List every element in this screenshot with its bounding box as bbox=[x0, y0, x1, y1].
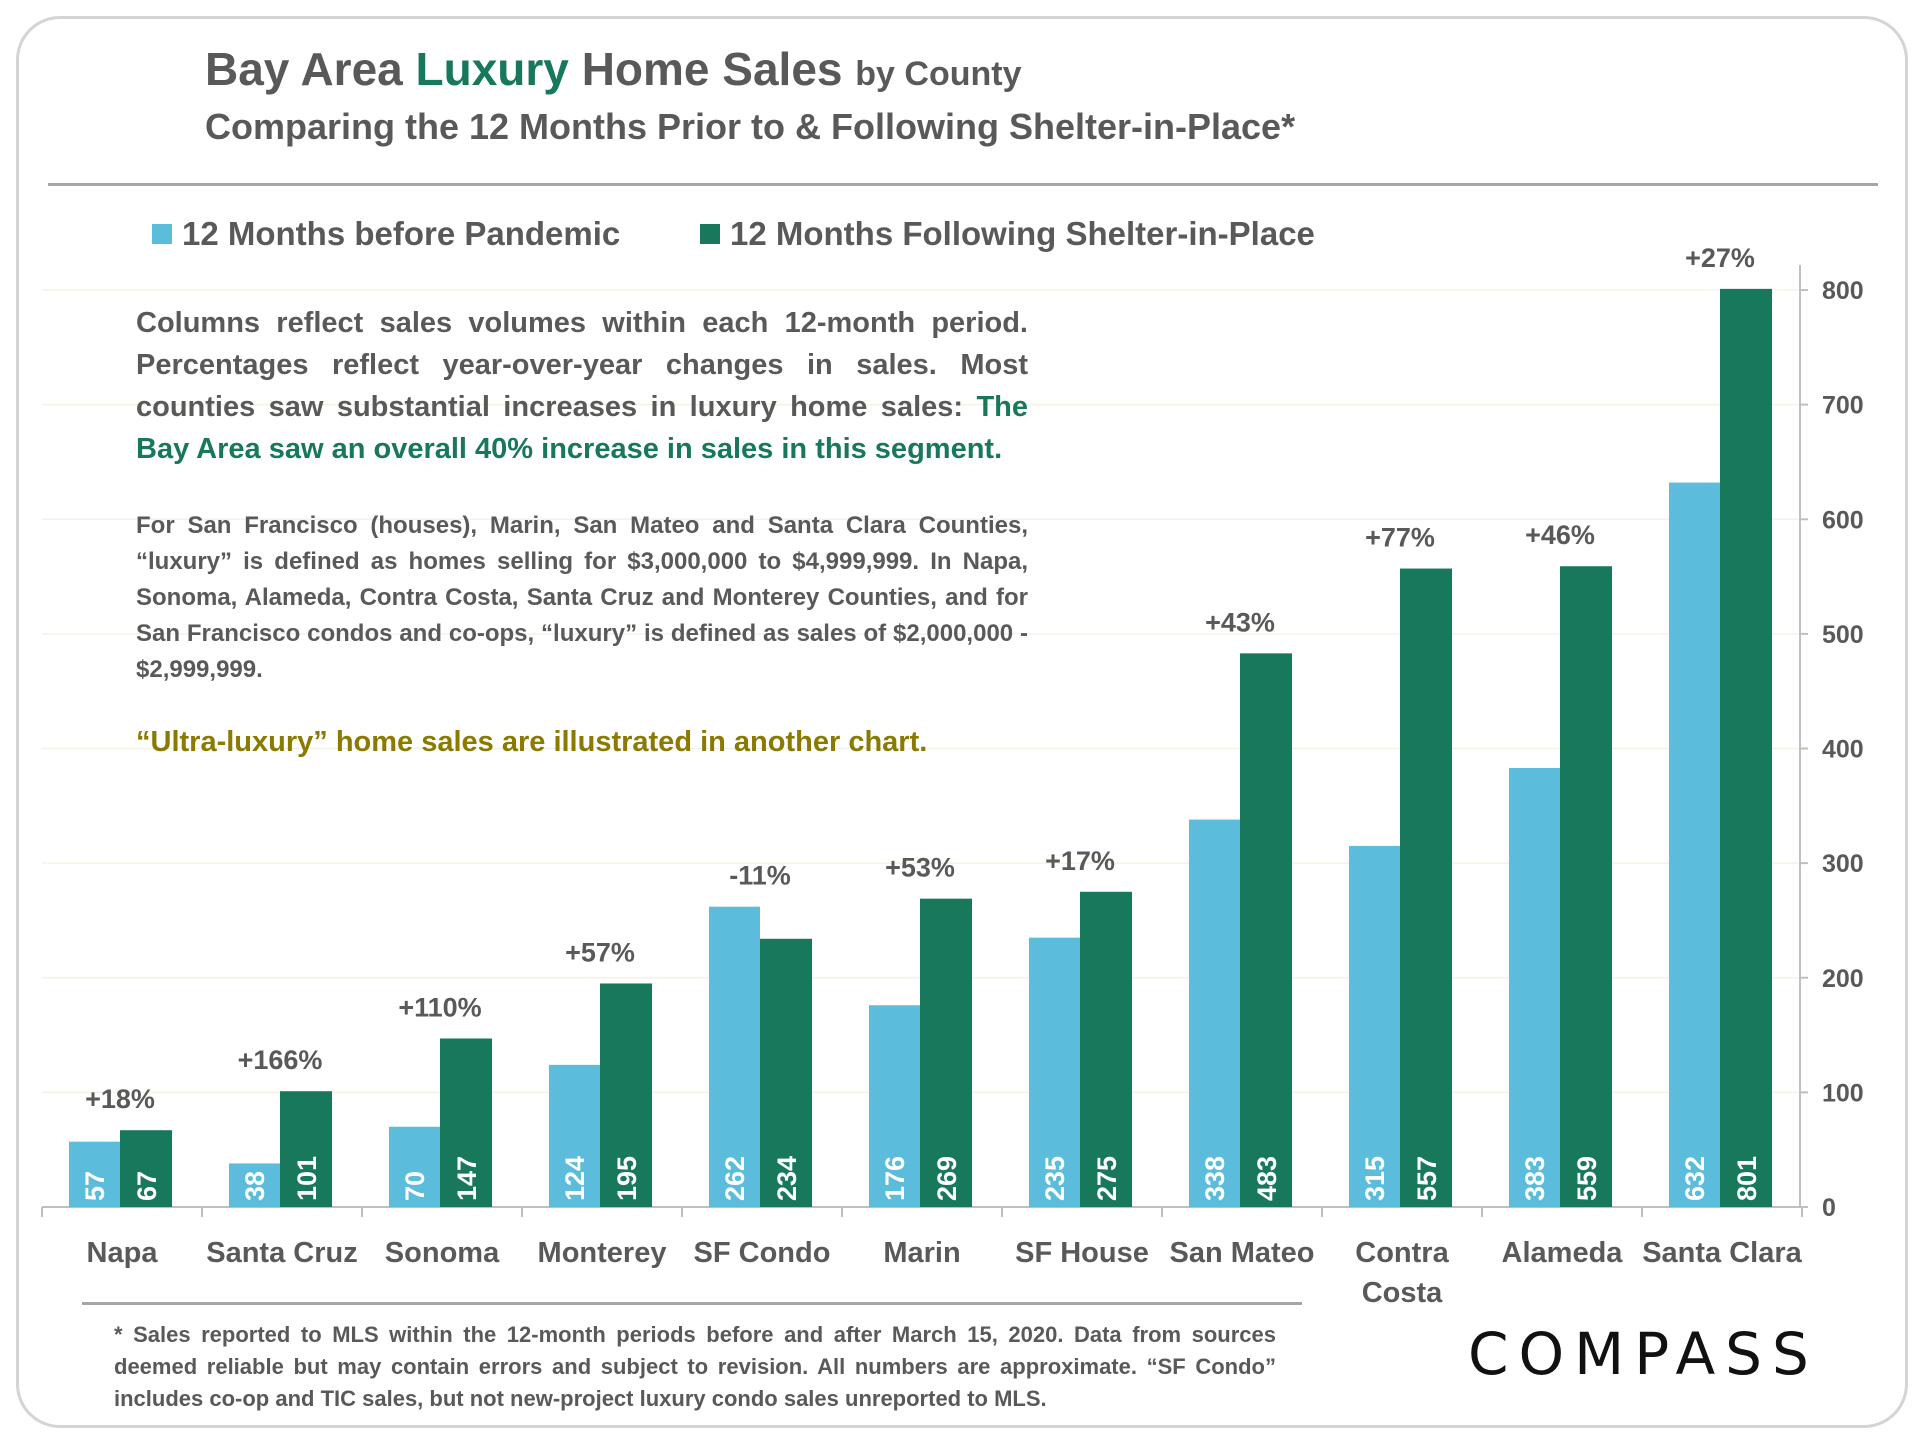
footer-divider bbox=[82, 1302, 1302, 1305]
category-label: Santa Clara bbox=[1642, 1237, 1802, 1269]
category-label: Marin bbox=[883, 1237, 960, 1269]
category-label: Monterey bbox=[538, 1237, 667, 1269]
change-label: +46% bbox=[1525, 520, 1595, 550]
footnote: * Sales reported to MLS within the 12-mo… bbox=[114, 1322, 1276, 1411]
data-label-before: 632 bbox=[1680, 1156, 1710, 1201]
data-label-before: 70 bbox=[400, 1171, 430, 1201]
bar-before bbox=[1189, 819, 1240, 1207]
category-label: Alameda bbox=[1502, 1237, 1624, 1269]
y-tick-label: 500 bbox=[1822, 621, 1864, 649]
y-tick-label: 300 bbox=[1822, 850, 1864, 878]
category-label: Costa bbox=[1362, 1277, 1443, 1309]
y-tick-label: 0 bbox=[1822, 1194, 1836, 1222]
y-tick-label: 600 bbox=[1822, 506, 1864, 534]
legend-swatch-before bbox=[152, 224, 172, 244]
bar-after bbox=[1240, 653, 1292, 1207]
y-tick-label: 700 bbox=[1822, 392, 1864, 420]
data-label-before: 38 bbox=[240, 1171, 270, 1201]
data-label-before: 124 bbox=[560, 1156, 590, 1201]
data-label-after: 195 bbox=[612, 1156, 642, 1201]
bar-after bbox=[120, 1130, 172, 1207]
data-label-after: 67 bbox=[132, 1171, 162, 1201]
data-label-after: 801 bbox=[1732, 1156, 1762, 1201]
bar-after bbox=[600, 983, 652, 1207]
bar-before bbox=[389, 1126, 440, 1207]
bar-after bbox=[920, 898, 972, 1207]
legend-item-before: 12 Months before Pandemic bbox=[152, 215, 620, 253]
page-subtitle: Comparing the 12 Months Prior to & Follo… bbox=[205, 106, 1296, 147]
bar-after bbox=[1560, 566, 1612, 1207]
category-label: Contra bbox=[1355, 1237, 1449, 1269]
y-tick-label: 800 bbox=[1822, 277, 1864, 305]
change-label: +18% bbox=[85, 1084, 155, 1114]
data-label-after: 557 bbox=[1412, 1156, 1442, 1201]
bar-before bbox=[69, 1141, 120, 1207]
data-label-after: 483 bbox=[1252, 1156, 1282, 1201]
data-label-after: 147 bbox=[452, 1156, 482, 1201]
note-ultra-luxury: “Ultra-luxury” home sales are illustrate… bbox=[136, 726, 928, 758]
data-label-before: 338 bbox=[1200, 1156, 1230, 1201]
bar-before bbox=[869, 1005, 920, 1207]
change-label: +110% bbox=[398, 993, 481, 1023]
note-summary: Columns reflect sales volumes within eac… bbox=[136, 307, 1028, 465]
change-label: +166% bbox=[238, 1045, 323, 1075]
data-label-before: 262 bbox=[720, 1156, 750, 1201]
category-label: Sonoma bbox=[385, 1237, 500, 1269]
data-label-after: 101 bbox=[292, 1156, 322, 1201]
data-label-before: 57 bbox=[80, 1171, 110, 1201]
legend-label-before: 12 Months before Pandemic bbox=[182, 215, 621, 252]
category-label: San Mateo bbox=[1169, 1237, 1314, 1269]
change-label: +53% bbox=[885, 853, 955, 883]
header-divider bbox=[48, 183, 1878, 186]
change-label: +27% bbox=[1685, 243, 1755, 273]
category-label: Santa Cruz bbox=[206, 1237, 357, 1269]
category-label: SF House bbox=[1015, 1237, 1149, 1269]
page-title: Bay Area Luxury Home Sales by County bbox=[205, 43, 1022, 95]
change-label: +43% bbox=[1205, 607, 1275, 637]
bar-after bbox=[440, 1038, 492, 1207]
y-tick-label: 200 bbox=[1822, 965, 1864, 993]
data-label-before: 176 bbox=[880, 1156, 910, 1201]
category-label: SF Condo bbox=[694, 1237, 831, 1269]
data-label-after: 234 bbox=[772, 1156, 802, 1201]
data-label-after: 269 bbox=[932, 1156, 962, 1201]
bar-after bbox=[280, 1091, 332, 1207]
change-label: +77% bbox=[1365, 523, 1435, 553]
note-definitions: For San Francisco (houses), Marin, San M… bbox=[136, 512, 1028, 683]
bar-before bbox=[229, 1163, 280, 1207]
bar-before bbox=[1669, 482, 1720, 1207]
change-label: -11% bbox=[729, 861, 791, 891]
y-tick-label: 400 bbox=[1822, 736, 1864, 764]
change-label: +17% bbox=[1045, 846, 1115, 876]
legend-label-after: 12 Months Following Shelter-in-Place bbox=[730, 215, 1315, 252]
data-label-after: 559 bbox=[1572, 1156, 1602, 1201]
data-label-before: 315 bbox=[1360, 1156, 1390, 1201]
data-label-before: 383 bbox=[1520, 1156, 1550, 1201]
compass-logo: COMPASS bbox=[1468, 1320, 1819, 1388]
bar-before bbox=[709, 906, 760, 1207]
y-tick-label: 100 bbox=[1822, 1079, 1864, 1107]
change-label: +57% bbox=[565, 937, 635, 967]
bar-after bbox=[1720, 288, 1772, 1207]
bar-before bbox=[1349, 845, 1400, 1207]
data-label-after: 275 bbox=[1092, 1156, 1122, 1201]
bar-after bbox=[1400, 568, 1452, 1207]
bar-before bbox=[549, 1064, 600, 1207]
legend-swatch-after bbox=[700, 224, 720, 244]
category-label: Napa bbox=[87, 1237, 159, 1269]
legend-item-after: 12 Months Following Shelter-in-Place bbox=[700, 215, 1315, 253]
bar-before bbox=[1509, 767, 1560, 1207]
data-label-before: 235 bbox=[1040, 1156, 1070, 1201]
bar-before bbox=[1029, 937, 1080, 1207]
bar-after bbox=[760, 938, 812, 1207]
bar-after bbox=[1080, 891, 1132, 1207]
